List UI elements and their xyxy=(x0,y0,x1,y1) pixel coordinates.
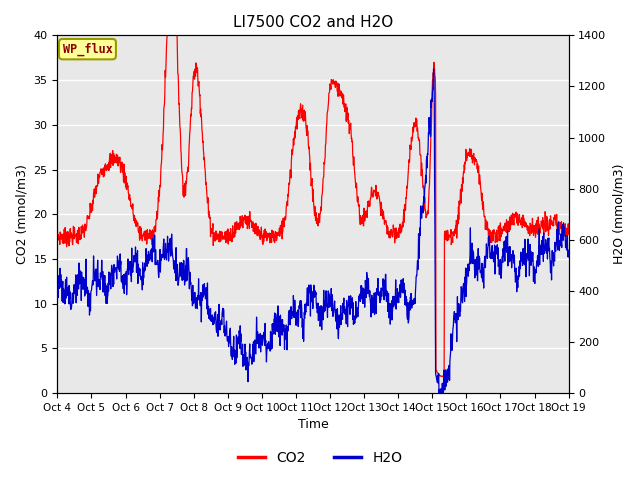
Y-axis label: CO2 (mmol/m3): CO2 (mmol/m3) xyxy=(15,164,28,264)
X-axis label: Time: Time xyxy=(298,419,328,432)
Text: WP_flux: WP_flux xyxy=(63,43,113,56)
Y-axis label: H2O (mmol/m3): H2O (mmol/m3) xyxy=(612,164,625,264)
Legend: CO2, H2O: CO2, H2O xyxy=(232,445,408,471)
Title: LI7500 CO2 and H2O: LI7500 CO2 and H2O xyxy=(233,15,393,30)
